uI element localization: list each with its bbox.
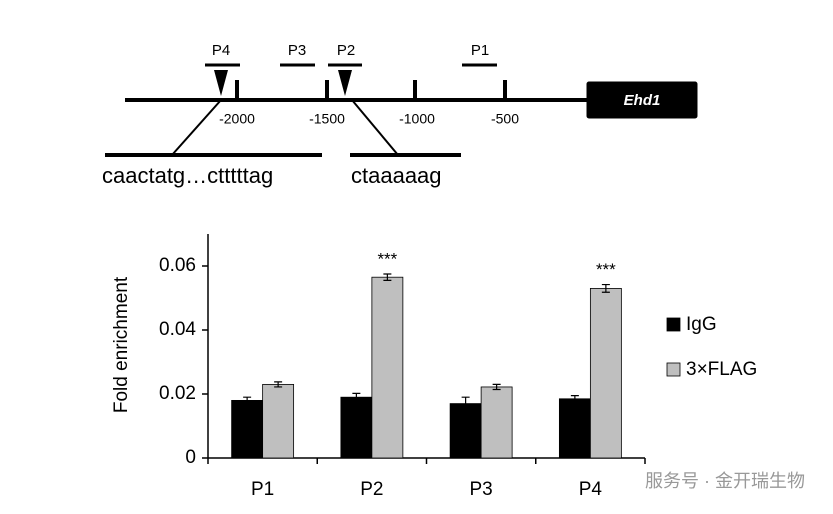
primer-label: P1 xyxy=(471,42,489,59)
bar xyxy=(480,386,513,459)
x-tick-label: P1 xyxy=(251,479,274,500)
position-label: -500 xyxy=(491,111,519,127)
error-bar xyxy=(601,283,610,293)
error-bar xyxy=(243,396,252,405)
significance-label: *** xyxy=(377,249,397,268)
x-tick-label: P4 xyxy=(579,479,603,500)
bar xyxy=(449,403,482,459)
zoom-line xyxy=(171,99,222,156)
primer-label: P3 xyxy=(288,42,306,59)
gene-box xyxy=(586,81,698,119)
legend-swatch xyxy=(666,362,681,377)
site-arrow xyxy=(338,70,352,96)
x-tick-label: P2 xyxy=(360,479,383,500)
gene-label: Ehd1 xyxy=(624,92,661,109)
legend-label: IgG xyxy=(686,314,717,335)
primer-label: P4 xyxy=(212,42,230,59)
y-tick-label: 0.06 xyxy=(159,255,196,276)
error-bar xyxy=(461,396,470,411)
position-label: -2000 xyxy=(219,111,255,127)
error-bar xyxy=(570,395,579,403)
y-tick-label: 0 xyxy=(185,447,196,468)
legend-label: 3×FLAG xyxy=(686,359,757,380)
bar xyxy=(371,276,404,459)
error-bar xyxy=(383,273,392,281)
error-bar xyxy=(274,381,283,388)
bar xyxy=(558,398,591,459)
legend-swatch xyxy=(666,317,681,332)
bar xyxy=(231,399,264,459)
bar xyxy=(589,287,622,459)
sequence-text: caactatg…ctttttag xyxy=(102,163,273,188)
promoter-diagram xyxy=(105,63,698,157)
significance-label: *** xyxy=(596,260,616,279)
x-tick-label: P3 xyxy=(470,479,493,500)
y-tick-label: 0.04 xyxy=(159,319,196,340)
watermark: 服务号 · 金开瑞生物 xyxy=(645,471,805,491)
site-arrow xyxy=(214,70,228,96)
bar xyxy=(340,396,373,459)
error-bar xyxy=(492,383,501,391)
sequence-text: ctaaaaag xyxy=(351,163,442,188)
bar xyxy=(262,383,295,459)
position-label: -1500 xyxy=(309,111,345,127)
primer-label: P2 xyxy=(337,42,355,59)
error-bar xyxy=(352,392,361,402)
y-axis-label: Fold enrichment xyxy=(111,276,132,413)
position-label: -1000 xyxy=(399,111,435,127)
y-tick-label: 0.02 xyxy=(159,383,196,404)
zoom-line xyxy=(351,99,399,156)
